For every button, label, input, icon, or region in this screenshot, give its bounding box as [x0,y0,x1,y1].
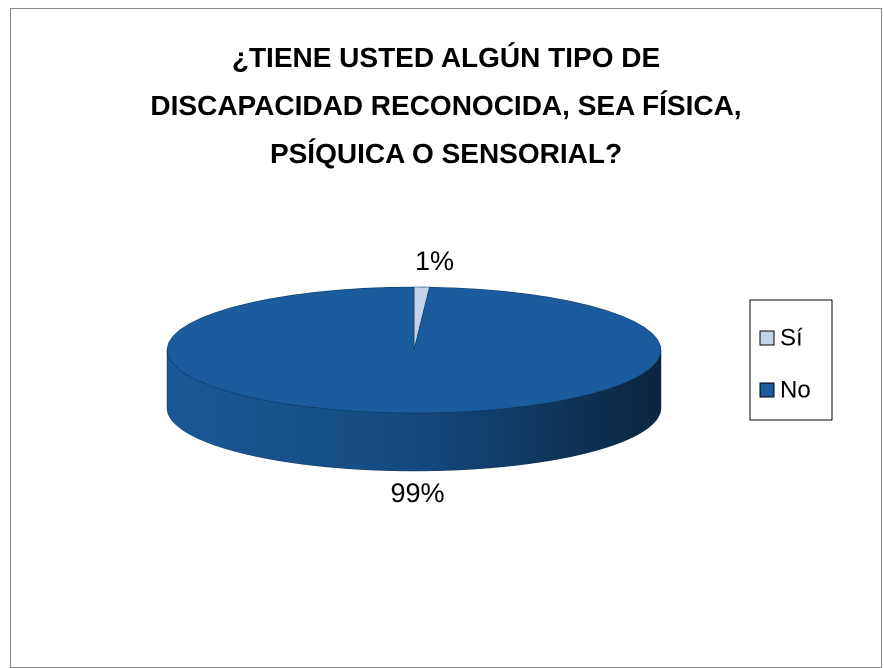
side-shade [167,350,661,471]
slice [166,286,662,414]
data-label: 99% [390,478,444,508]
data-label: 1% [415,246,454,276]
page: {"chart_data": {"type": "pie", "title": … [10,8,882,668]
legend-label: No [780,376,811,403]
legend-swatch [759,330,775,346]
chart-title: ¿TIENE USTED ALGÚN TIPO DE DISCAPACIDAD … [150,42,742,169]
legend-box [749,299,833,421]
legend-swatch [759,382,775,398]
chart: 1% 99% Sí No [166,246,833,508]
legend-label: Sí [780,324,803,351]
